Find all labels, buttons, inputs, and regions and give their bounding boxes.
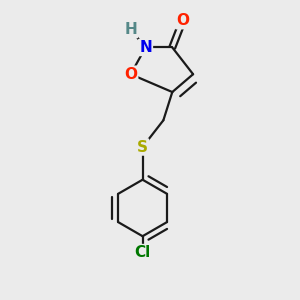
Text: S: S — [137, 140, 148, 154]
Text: Cl: Cl — [134, 245, 151, 260]
Text: O: O — [124, 67, 137, 82]
Text: O: O — [176, 13, 189, 28]
Text: H: H — [124, 22, 137, 37]
Text: N: N — [139, 40, 152, 55]
